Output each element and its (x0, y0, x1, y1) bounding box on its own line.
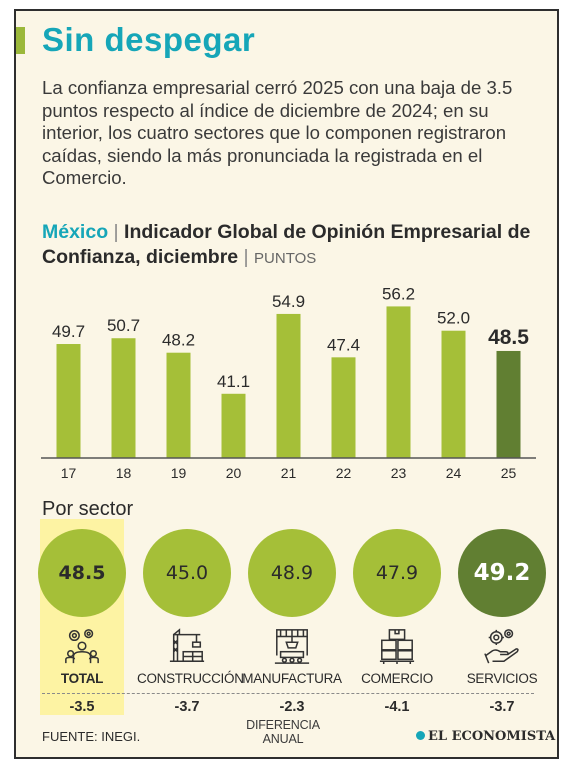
diff-manufactura: -2.3 (279, 699, 305, 715)
headline-accent-bar (16, 27, 25, 54)
sector-label: CONSTRUCCIÓN (137, 671, 244, 686)
x-tick-label: 20 (226, 465, 242, 481)
diff-total: -3.5 (69, 699, 95, 715)
sector-label: SERVICIOS (466, 671, 538, 686)
unit-separator: | (243, 246, 249, 268)
bar (496, 350, 521, 458)
chart-title-text: Indicador Global de Opinión Empresarial … (42, 221, 531, 268)
bar-value-label: 47.4 (327, 335, 360, 354)
sector-value-circle: 49.2 (458, 529, 546, 617)
bar (331, 357, 356, 458)
diff-construccion: -3.7 (174, 699, 200, 715)
bar (276, 313, 301, 458)
source-note: FUENTE: INEGI. (42, 729, 141, 744)
bar-value-label: 48.2 (162, 331, 195, 350)
diff-annual-label: DIFERENCIA ANUAL (246, 718, 320, 746)
diff-comercio: -4.1 (384, 699, 410, 715)
bar (111, 338, 136, 458)
sector-manufactura: 48.9 MANUFACTURA (242, 529, 342, 686)
bar (386, 306, 411, 458)
logo-mark-icon (416, 731, 425, 740)
bar-value-label: 50.7 (107, 316, 140, 335)
hand-gears-icon (484, 629, 519, 664)
sector-value-circle: 48.5 (38, 529, 126, 617)
bar-value-label: 49.7 (52, 322, 85, 341)
sector-comercio: 47.9 COMERCIO (347, 529, 447, 686)
x-tick-label: 24 (446, 465, 462, 481)
bar-value-label: 52.0 (437, 309, 470, 328)
factory-robot-icon (274, 629, 310, 664)
bar-value-label: 56.2 (382, 284, 415, 303)
diff-servicios: -3.7 (489, 699, 515, 715)
chart-title: México | Indicador Global de Opinión Emp… (42, 220, 552, 271)
bar-value-label: 48.5 (488, 326, 529, 349)
sector-construccion: 45.0 CONSTRUCCIÓN (137, 529, 244, 686)
x-tick-label: 19 (171, 465, 187, 481)
dashed-divider (42, 693, 534, 694)
crane-icon (169, 628, 205, 662)
bar (56, 344, 81, 458)
bar-value-label: 41.1 (217, 372, 250, 391)
title-separator: | (113, 221, 119, 243)
x-tick-label: 22 (336, 465, 352, 481)
sector-value-circle: 45.0 (143, 529, 231, 617)
bar-value-label: 54.9 (272, 292, 305, 311)
chart-unit: PUNTOS (254, 250, 317, 267)
x-tick-label: 18 (116, 465, 132, 481)
sector-label: TOTAL (60, 671, 104, 686)
sector-label: MANUFACTURA (242, 671, 342, 686)
sector-servicios: 49.2 SERVICIOS (452, 529, 552, 686)
sector-value-circle: 47.9 (353, 529, 441, 617)
sector-value-circle: 48.9 (248, 529, 336, 617)
intro-paragraph: La confianza empresarial cerró 2025 con … (42, 77, 513, 188)
logo-text: EL ECONOMISTA (428, 729, 556, 744)
sector-label: COMERCIO (361, 671, 433, 686)
x-tick-label: 23 (391, 465, 407, 481)
sector-total: 48.5 TOTAL (32, 529, 132, 686)
infographic-frame: Sin despegar La confianza empresarial ce… (14, 9, 559, 759)
x-tick-label: 21 (281, 465, 297, 481)
x-tick-label: 25 (501, 465, 517, 481)
boxes-icon (379, 629, 415, 665)
people-gears-icon (65, 629, 99, 664)
bar-chart: 49.7 17 50.7 18 48.2 19 41.1 20 54.9 21 47.4 22 56.2… (41, 284, 536, 481)
bar (166, 352, 191, 458)
headline: Sin despegar (42, 21, 256, 58)
bar (221, 393, 246, 458)
bar (441, 330, 466, 458)
publisher-logo: EL ECONOMISTA (416, 729, 555, 744)
chart-country: México (42, 221, 109, 243)
sector-section-title: Por sector (42, 498, 134, 520)
x-tick-label: 17 (61, 465, 77, 481)
